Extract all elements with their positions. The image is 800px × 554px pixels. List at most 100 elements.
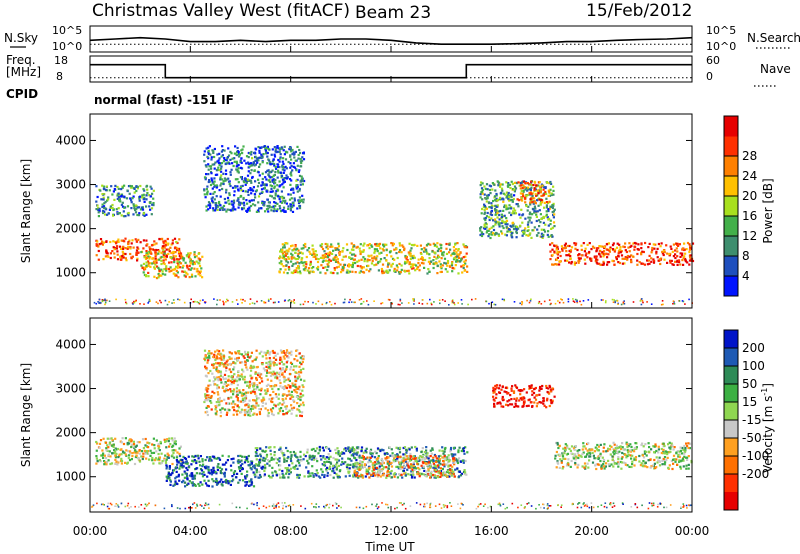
data-cell xyxy=(279,250,282,253)
data-cell xyxy=(225,172,228,176)
data-cell xyxy=(492,219,495,222)
data-cell xyxy=(545,210,548,213)
speckle-cell xyxy=(159,299,161,302)
data-cell xyxy=(219,204,222,207)
data-cell xyxy=(409,257,412,261)
data-cell xyxy=(361,476,364,479)
data-cell xyxy=(386,452,389,455)
data-cell xyxy=(138,441,141,444)
data-cell xyxy=(195,260,198,263)
data-cell xyxy=(298,169,301,172)
data-cell xyxy=(265,146,268,149)
data-cell xyxy=(395,465,398,468)
data-cell xyxy=(130,458,133,461)
data-cell xyxy=(684,257,687,261)
data-cell xyxy=(229,158,232,161)
data-cell xyxy=(522,195,525,198)
data-cell xyxy=(115,245,119,248)
data-cell xyxy=(118,454,121,457)
data-cell xyxy=(529,211,532,214)
speckle-cell xyxy=(131,302,134,304)
data-cell xyxy=(248,207,251,211)
data-cell xyxy=(292,450,295,454)
data-cell xyxy=(244,179,247,182)
data-cell xyxy=(454,255,457,258)
data-cell xyxy=(235,153,238,156)
data-cell xyxy=(684,252,687,255)
data-cell xyxy=(547,224,550,227)
data-cell xyxy=(221,187,224,191)
data-cell xyxy=(236,178,239,181)
data-cell xyxy=(155,450,158,453)
data-cell xyxy=(286,242,289,245)
data-cell xyxy=(509,186,512,190)
data-cell xyxy=(229,171,232,174)
data-cell xyxy=(358,468,361,471)
data-cell xyxy=(368,476,371,479)
data-cell xyxy=(324,266,327,269)
data-cell xyxy=(274,166,277,169)
data-cell xyxy=(374,243,377,246)
data-cell xyxy=(432,266,435,270)
data-cell xyxy=(214,202,218,205)
data-cell xyxy=(309,474,312,478)
data-cell xyxy=(145,252,148,255)
data-cell xyxy=(288,148,291,151)
data-cell xyxy=(444,474,448,477)
data-cell xyxy=(347,263,351,266)
data-cell xyxy=(380,462,383,465)
data-cell xyxy=(245,155,249,158)
data-cell xyxy=(459,474,463,477)
data-cell xyxy=(290,454,293,457)
data-cell xyxy=(487,216,491,219)
data-cell xyxy=(483,217,486,220)
data-cell xyxy=(326,471,329,475)
data-cell xyxy=(285,264,288,267)
data-cell xyxy=(517,181,520,184)
data-cell xyxy=(537,231,540,235)
data-cell xyxy=(253,366,256,369)
data-cell xyxy=(242,145,245,148)
data-cell xyxy=(356,467,360,471)
data-cell xyxy=(109,455,112,458)
data-cell xyxy=(211,390,214,393)
data-cell xyxy=(144,452,147,455)
data-cell xyxy=(257,159,260,162)
data-cell xyxy=(349,251,352,254)
data-cell xyxy=(271,474,274,477)
data-cell xyxy=(176,266,179,269)
data-cell xyxy=(430,472,433,475)
data-cell xyxy=(547,201,550,204)
data-cell xyxy=(175,455,179,458)
data-cell xyxy=(297,249,300,252)
data-cell xyxy=(173,257,176,260)
data-cell xyxy=(655,250,658,253)
data-cell xyxy=(326,466,329,469)
data-cell xyxy=(263,204,266,207)
data-cell xyxy=(381,468,385,471)
data-cell xyxy=(146,243,149,246)
data-cell xyxy=(291,382,294,385)
data-cell xyxy=(321,260,324,263)
data-cell xyxy=(498,223,501,226)
data-cell xyxy=(260,153,263,156)
data-cell xyxy=(278,402,281,405)
data-cell xyxy=(282,196,286,199)
speckle-cell xyxy=(226,298,228,301)
data-cell xyxy=(244,190,247,193)
data-cell xyxy=(310,267,313,270)
data-cell xyxy=(143,189,146,192)
data-cell xyxy=(187,256,191,259)
speckle-cell xyxy=(613,299,615,301)
data-cell xyxy=(174,477,177,480)
data-cell xyxy=(386,456,389,459)
data-cell xyxy=(507,183,510,186)
data-cell xyxy=(425,473,429,476)
data-cell xyxy=(302,264,305,267)
data-cell xyxy=(193,459,196,462)
data-cell xyxy=(484,222,487,225)
data-cell xyxy=(232,413,235,416)
data-cell xyxy=(113,198,116,201)
data-cell xyxy=(178,479,181,482)
speckle-cell xyxy=(501,298,504,301)
